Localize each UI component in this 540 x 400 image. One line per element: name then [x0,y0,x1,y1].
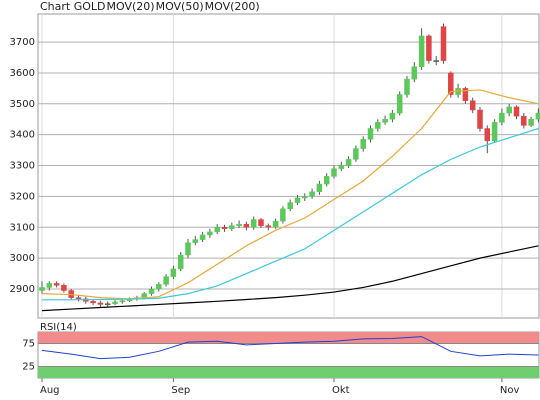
candle-body [396,94,403,114]
candle-body [345,159,352,166]
candle-body [294,197,301,203]
x-tick-label: Okt [332,385,350,396]
x-tick-label: Aug [40,385,60,396]
candle-body [221,227,228,230]
candle-body [104,303,111,306]
legend-label: MOV(50) [156,0,204,13]
candle-body [170,268,177,277]
candle-body [112,301,118,305]
candle-body [513,106,520,117]
candle-body [338,165,345,169]
candle-body [440,26,447,61]
y-tick-label: 2900 [10,284,35,295]
candle-body [499,112,505,123]
candle-body [75,297,82,300]
candle-body [39,287,45,291]
candle-body [258,219,264,226]
legend-label: Chart GOLD [40,0,106,13]
candle-body [477,109,483,129]
candle-body [382,118,388,123]
candle-body [192,239,199,243]
candle-body [389,112,396,120]
legend-label: MOV(20) [107,0,155,13]
x-tick-label: Nov [500,385,520,396]
candle-body [448,72,454,95]
candle-body [148,288,155,294]
candle-body [90,301,96,304]
x-tick-label: Sep [171,385,190,396]
candle-body [119,300,126,303]
candle-body [302,196,308,199]
candle-body [491,122,498,142]
candle-body [61,285,67,291]
candle-body [375,122,381,129]
candle-body [163,276,169,285]
candle-body [309,191,315,197]
y-tick-label: 3600 [10,68,35,79]
candle-body [214,227,220,233]
candle-body [323,176,330,185]
candle-body [156,284,162,290]
candle-body [484,128,491,142]
moving-average-line [41,245,539,312]
oversold-band [38,366,539,378]
candle-body [462,88,469,101]
candle-body [521,115,527,126]
y-tick-label: 3100 [10,222,35,233]
candle-body [411,66,418,80]
candle-body [433,60,439,62]
y-tick-label: 25 [22,362,35,373]
candle-body [199,234,206,240]
candle-body [535,112,540,120]
y-tick-label: 3400 [10,130,35,141]
candle-body [250,219,257,228]
candle-body [418,35,425,68]
candle-body [331,168,337,177]
y-tick-label: 3700 [10,37,35,48]
overbought-band [38,332,539,344]
candle-body [97,302,104,305]
candle-body [404,78,410,95]
candle-body [177,254,184,270]
candle-body [528,118,534,126]
candle-body [316,183,323,193]
candle-body [506,106,512,114]
candle-body [229,225,235,230]
candle-body [141,293,147,298]
candle-body [236,223,242,226]
candle-body [265,225,272,228]
rsi-line [41,336,539,360]
candle-body [367,128,374,140]
candle-body [426,35,432,61]
candle-body [243,223,250,228]
candle-body [287,202,293,209]
y-tick-label: 3200 [10,191,35,202]
y-tick-label: 3300 [10,161,35,172]
moving-average-line [42,127,539,301]
candle-body [53,283,60,286]
y-tick-label: 75 [22,339,35,350]
candle-body [353,148,359,160]
y-tick-label: 3500 [10,99,35,110]
y-tick-label: 3000 [10,253,35,264]
candle-body [185,242,191,256]
candle-body [469,100,476,111]
legend-label: MOV(200) [205,0,260,13]
candle-body [280,208,286,222]
candle-body [46,283,53,288]
candle-body [207,231,213,236]
candle-body [360,139,366,149]
candle-body [272,220,279,228]
panel-title: RSI(14) [40,322,77,333]
